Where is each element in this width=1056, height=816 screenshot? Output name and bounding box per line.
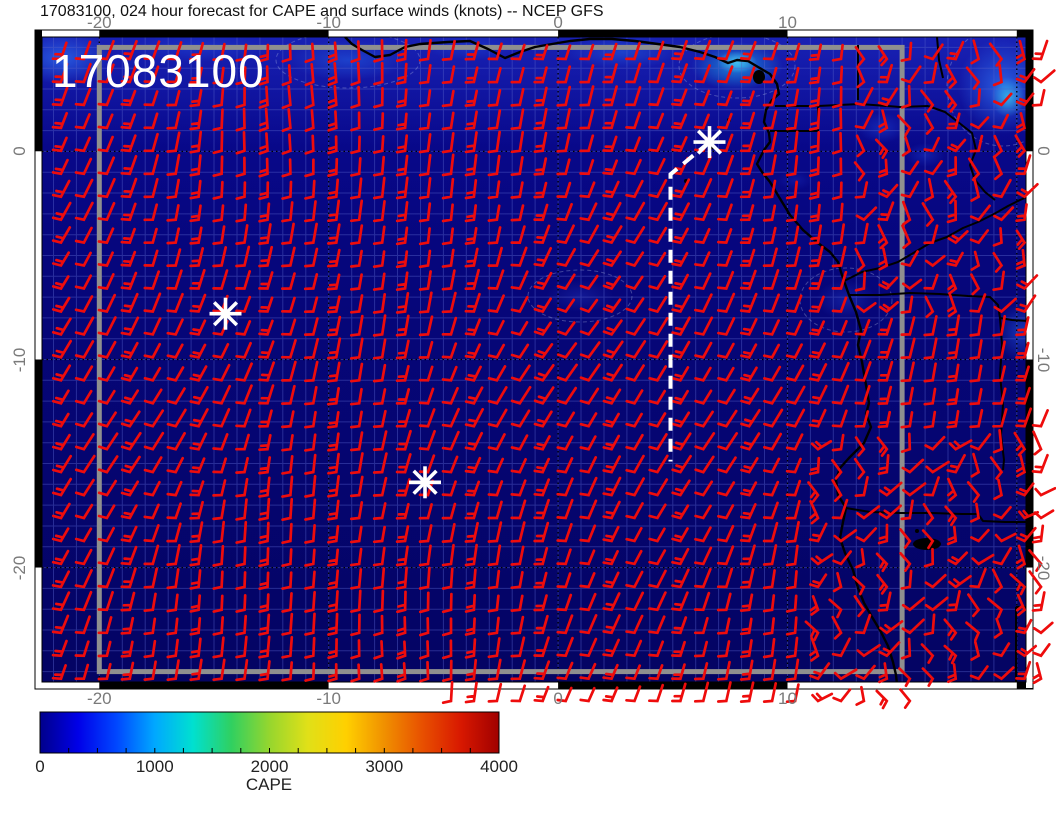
lon-tick-label-top: -20: [87, 13, 112, 32]
lat-tick-label-right: 0: [1034, 146, 1053, 157]
lon-tick-label-top: 0: [553, 13, 563, 32]
track-line: [668, 140, 711, 462]
wind-barb-field: [51, 38, 1056, 710]
lon-tick-label-bottom: 0: [553, 689, 563, 708]
storm-track-layer: [209, 126, 726, 499]
lon-tick-label-bottom: 10: [777, 689, 797, 708]
storm-markers: [209, 126, 726, 499]
colorbar-title: CAPE: [245, 775, 293, 794]
lon-tick-label-top: 10: [777, 13, 797, 32]
colorbar-tick-label: 1000: [135, 757, 174, 776]
lat-tick-label-left: -20: [10, 555, 29, 580]
colorbar-tick-label: 3000: [365, 757, 404, 776]
lat-tick-label-left: 0: [10, 146, 29, 157]
map-frame: [34, 29, 1034, 690]
lon-tick-label-bottom: -20: [87, 689, 112, 708]
map-init-label: 17083100: [52, 45, 265, 97]
lat-tick-label-right: -10: [1034, 347, 1053, 372]
colorbar-tick-label: 4000: [480, 757, 518, 776]
lon-tick-label-bottom: -10: [316, 689, 341, 708]
lat-tick-label-left: -10: [10, 347, 29, 372]
lon-tick-label-top: -10: [316, 13, 341, 32]
colorbar-tick-label: 0: [35, 757, 45, 776]
lat-tick-label-right: -20: [1034, 555, 1053, 580]
colorbar-tick-label: 2000: [250, 757, 289, 776]
colorbar-gradient: [39, 711, 500, 754]
colorbar: [39, 711, 500, 754]
figure-title: 17083100, 024 hour forecast for CAPE and…: [40, 3, 604, 20]
